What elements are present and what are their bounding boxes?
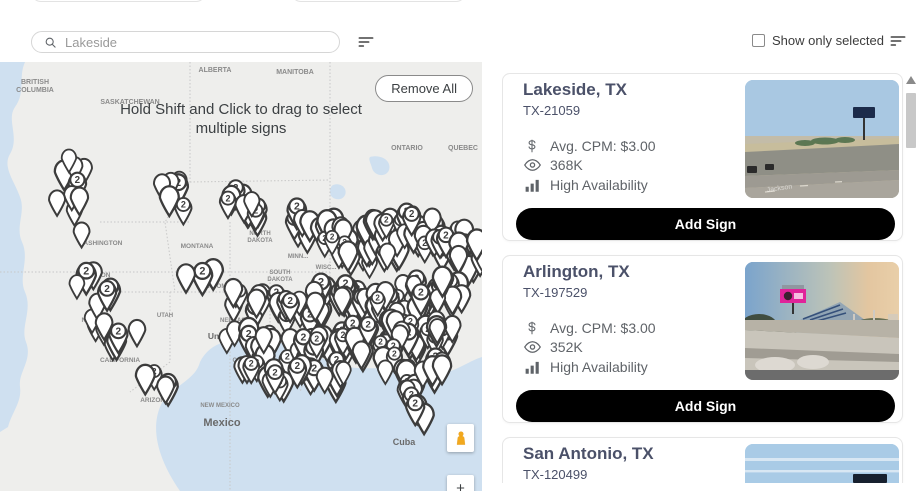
svg-text:MINN...: MINN... (288, 254, 309, 260)
svg-text:WYOMING: WYOMING (207, 284, 237, 290)
svg-text:NEW MEXICO: NEW MEXICO (200, 403, 240, 409)
svg-text:DAKOTA: DAKOTA (267, 277, 293, 283)
svg-text:IDAHO: IDAHO (180, 276, 200, 282)
svg-text:BRITISH: BRITISH (21, 79, 49, 86)
svg-text:Mexico: Mexico (203, 417, 241, 429)
svg-text:WISC...: WISC... (316, 265, 337, 271)
svg-text:NORTH: NORTH (249, 231, 270, 237)
svg-text:NEVADA: NEVADA (82, 317, 109, 324)
svg-text:KANSAS: KANSAS (287, 343, 312, 349)
svg-text:DAKOTA: DAKOTA (247, 238, 273, 244)
svg-text:OKLAHOMA: OKLAHOMA (272, 373, 308, 379)
svg-text:Cuba: Cuba (393, 437, 416, 447)
svg-text:UTAH: UTAH (157, 313, 173, 319)
svg-text:OREGON: OREGON (82, 272, 111, 279)
svg-text:NEBRASKA: NEBRASKA (220, 318, 255, 324)
svg-text:ARIZONA: ARIZONA (140, 397, 170, 404)
svg-text:SOUTH: SOUTH (270, 270, 291, 276)
svg-text:ONTARIO: ONTARIO (391, 145, 423, 152)
svg-text:CALIFORNIA: CALIFORNIA (100, 357, 140, 364)
svg-text:QUEBEC: QUEBEC (448, 145, 478, 152)
svg-text:ALBERTA: ALBERTA (199, 67, 232, 74)
svg-text:MANITOBA: MANITOBA (276, 69, 314, 76)
svg-text:COLORADO: COLORADO (233, 358, 268, 364)
svg-text:MONTANA: MONTANA (181, 243, 214, 250)
svg-text:COLUMBIA: COLUMBIA (16, 87, 54, 94)
svg-text:United States: United States (208, 331, 263, 341)
svg-text:WASHINGTON: WASHINGTON (78, 240, 123, 247)
